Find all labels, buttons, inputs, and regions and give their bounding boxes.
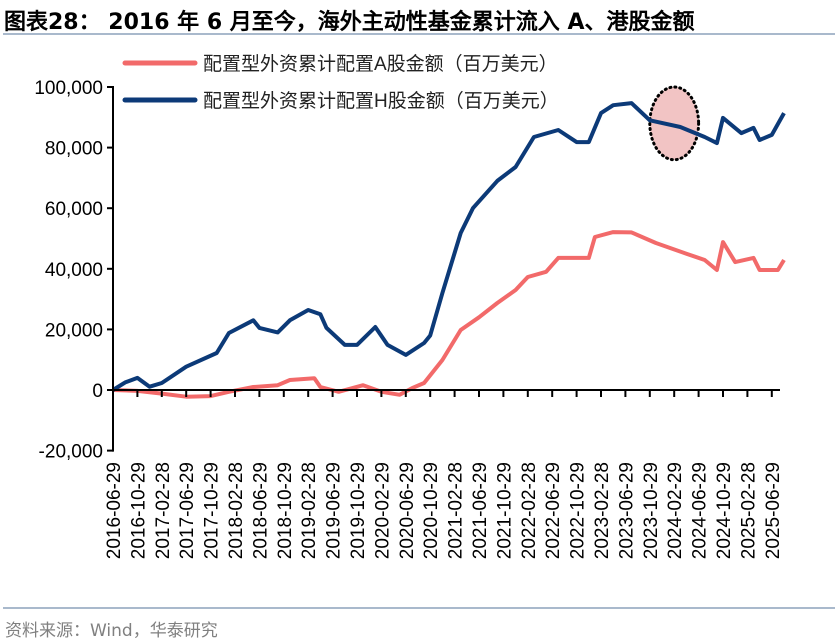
x-tick-label: 2024-10-29 [714, 462, 735, 559]
x-tick-label: 2016-06-29 [104, 462, 125, 559]
y-tick-label: 100,000 [34, 78, 103, 99]
y-tick-label: 60,000 [45, 199, 103, 220]
x-tick-label: 2022-06-29 [543, 462, 564, 559]
x-tick-label: 2019-10-29 [348, 462, 369, 559]
y-tick-label: -20,000 [39, 442, 103, 463]
x-tick-label: 2018-06-29 [250, 462, 271, 559]
x-tick-label: 2023-06-29 [616, 462, 637, 559]
x-tick-label: 2017-06-29 [177, 462, 198, 559]
chart-title: 图表28： 2016 年 6 月至今，海外主动性基金累计流入 A、港股金额 [4, 10, 695, 35]
x-tick-label: 2023-02-28 [592, 462, 613, 559]
source-note: 资料来源：Wind，华泰研究 [5, 621, 218, 641]
x-tick-label: 2024-02-29 [665, 462, 686, 559]
x-tick-label: 2022-02-28 [519, 462, 540, 559]
x-tick-label: 2022-10-29 [568, 462, 589, 559]
footer-divider [3, 607, 835, 609]
legend-label: 配置型外资累计配置A股金额（百万美元） [203, 53, 558, 75]
x-tick-label: 2024-06-29 [690, 462, 711, 559]
x-tick-label: 2021-10-29 [494, 462, 515, 559]
x-tick-label: 2019-02-28 [299, 462, 320, 559]
highlight-ellipse [648, 85, 701, 162]
title-divider [3, 33, 835, 35]
y-tick-label: 20,000 [45, 320, 103, 341]
x-tick-label: 2019-06-29 [324, 462, 345, 559]
x-tick-label: 2017-02-28 [153, 462, 174, 559]
series-line-a-share [112, 230, 786, 399]
chart: -20,000 0 20,000 40,000 60,000 80,000 100,000 2… [34, 53, 786, 559]
x-tick-label: 2025-06-29 [763, 462, 784, 559]
y-tick-label: 40,000 [45, 260, 103, 281]
legend-label: 配置型外资累计配置H股金额（百万美元） [203, 90, 559, 112]
x-tick-label: 2016-10-29 [128, 462, 149, 559]
x-tick-label: 2020-10-29 [421, 462, 442, 559]
x-tick-label: 2023-10-29 [641, 462, 662, 559]
x-tick-label: 2017-10-29 [202, 462, 223, 559]
series-line-h-share [111, 101, 786, 392]
x-tick-label: 2018-10-29 [275, 462, 296, 559]
x-tick-label: 2025-02-28 [738, 462, 759, 559]
x-tick-label: 2021-02-28 [446, 462, 467, 559]
x-tick-label: 2021-06-29 [470, 462, 491, 559]
y-tick-label: 80,000 [45, 139, 103, 160]
x-tick-label: 2020-06-29 [397, 462, 418, 559]
x-tick-label: 2020-02-29 [372, 462, 393, 559]
y-tick-label: 0 [92, 381, 103, 402]
x-tick-label: 2018-02-28 [226, 462, 247, 559]
